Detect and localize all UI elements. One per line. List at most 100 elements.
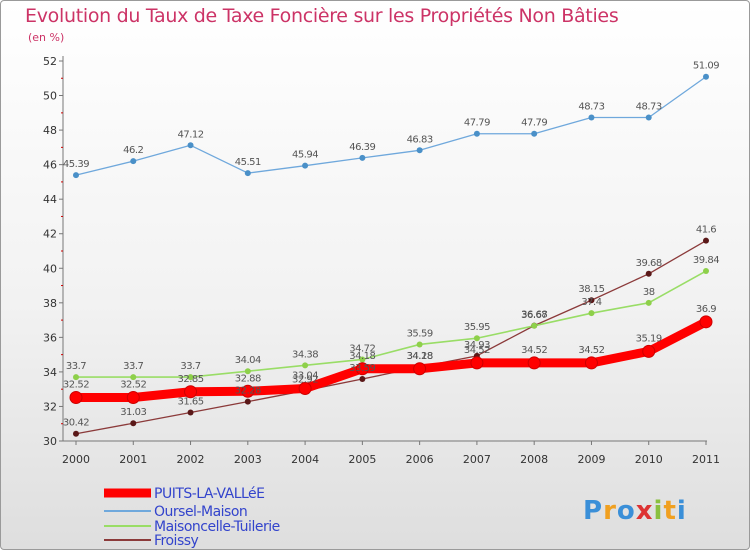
y-tick-label: 50 (43, 90, 57, 103)
series-point-1 (73, 172, 79, 179)
data-label: 32.92 (292, 375, 318, 386)
series-point-3 (130, 420, 137, 427)
data-label: 32.52 (120, 379, 146, 390)
data-label: 36.67 (521, 310, 547, 321)
series-point-2 (531, 322, 538, 329)
series-point-1 (416, 147, 423, 154)
y-tick-label: 32 (43, 400, 57, 413)
series-point-2 (703, 268, 709, 275)
series-point-2 (302, 362, 309, 369)
y-tick-label: 44 (43, 193, 57, 206)
data-label: 34.52 (521, 345, 547, 356)
data-label: 48.73 (578, 101, 604, 112)
legend-label: PUITS-LA-VALLéE (154, 486, 265, 502)
data-label: 45.94 (292, 150, 318, 161)
data-label: 47.12 (177, 129, 203, 140)
series-point-1 (703, 73, 709, 80)
y-tick-label: 42 (43, 228, 57, 241)
series-point-3 (359, 375, 366, 382)
data-label: 39.84 (693, 255, 719, 266)
data-label: 34.72 (349, 343, 375, 354)
series-point-3 (588, 297, 595, 304)
legend-label: Froissy (154, 533, 199, 549)
data-label: 41.6 (696, 225, 716, 236)
series-point-0 (642, 344, 656, 358)
y-tick-label: 38 (43, 297, 57, 310)
data-label: 31.03 (120, 407, 146, 418)
data-label: 38 (643, 287, 655, 298)
series-point-0 (184, 385, 198, 399)
series-point-0 (413, 362, 427, 376)
data-label: 32.88 (235, 373, 261, 384)
series-point-2 (588, 310, 595, 317)
y-tick-label: 36 (43, 331, 57, 344)
data-label: 35.59 (407, 328, 433, 339)
x-tick-label: 2011 (692, 453, 720, 466)
data-label: 32.28 (235, 386, 261, 397)
series-point-2 (416, 341, 423, 348)
data-label: 33.7 (123, 361, 143, 372)
series-point-0 (355, 362, 369, 376)
series-point-2 (73, 374, 79, 381)
x-tick-label: 2007 (463, 453, 491, 466)
series-point-1 (588, 114, 595, 121)
data-label: 45.39 (63, 159, 89, 170)
data-label: 46.39 (349, 142, 375, 153)
series-point-2 (359, 356, 366, 363)
y-tick-label: 40 (43, 262, 57, 275)
data-label: 34.52 (464, 345, 490, 356)
series-point-0 (298, 381, 312, 395)
series-point-1 (130, 158, 137, 165)
data-label: 34.28 (407, 351, 433, 362)
data-label: 46.83 (407, 134, 433, 145)
series-point-0 (584, 356, 598, 370)
y-tick-label: 52 (43, 55, 57, 68)
series-point-1 (473, 130, 480, 137)
series-point-3 (703, 237, 709, 244)
x-tick-label: 2000 (62, 453, 90, 466)
series-point-1 (302, 162, 309, 169)
legend-label: Maisoncelle-Tuilerie (154, 519, 280, 535)
series-point-3 (187, 409, 194, 416)
data-label: 48.73 (636, 101, 662, 112)
brand-logo: Proxiti (583, 496, 687, 526)
data-label: 31.65 (177, 397, 203, 408)
data-label: 34.04 (235, 355, 261, 366)
series-point-2 (187, 374, 194, 381)
data-label: 36.9 (696, 304, 716, 315)
x-tick-label: 2003 (234, 453, 262, 466)
data-label: 47.79 (464, 118, 490, 129)
series-point-0 (699, 315, 713, 329)
data-label: 39.68 (636, 258, 662, 269)
series-point-1 (187, 142, 194, 149)
x-tick-label: 2009 (577, 453, 605, 466)
data-label: 51.09 (693, 61, 719, 72)
data-label: 34.18 (407, 351, 433, 362)
series-point-0 (69, 390, 83, 404)
data-label: 37.4 (581, 297, 601, 308)
data-label: 46.2 (123, 145, 143, 156)
series-point-0 (126, 390, 140, 404)
series-line-1 (75, 76, 707, 176)
data-label: 33.59 (349, 363, 375, 374)
data-label: 38.15 (578, 284, 604, 295)
series-point-3 (73, 430, 79, 437)
series-point-2 (244, 368, 251, 375)
data-label: 33.7 (66, 361, 86, 372)
series-point-3 (645, 270, 652, 277)
data-label: 47.79 (521, 118, 547, 129)
data-label: 32.85 (177, 374, 203, 385)
series-point-0 (241, 384, 255, 398)
series-line-0 (71, 317, 711, 402)
x-tick-label: 2006 (406, 453, 434, 466)
series-line-2 (75, 270, 707, 378)
data-label: 36.68 (521, 310, 547, 321)
y-tick-label: 30 (43, 435, 57, 448)
chart-title: Evolution du Taux de Taxe Foncière sur l… (25, 5, 619, 27)
data-label: 35.95 (464, 322, 490, 333)
y-tick-label: 46 (43, 159, 57, 172)
data-label: 33.7 (180, 361, 200, 372)
series-point-1 (531, 130, 538, 137)
series-point-2 (645, 299, 652, 306)
